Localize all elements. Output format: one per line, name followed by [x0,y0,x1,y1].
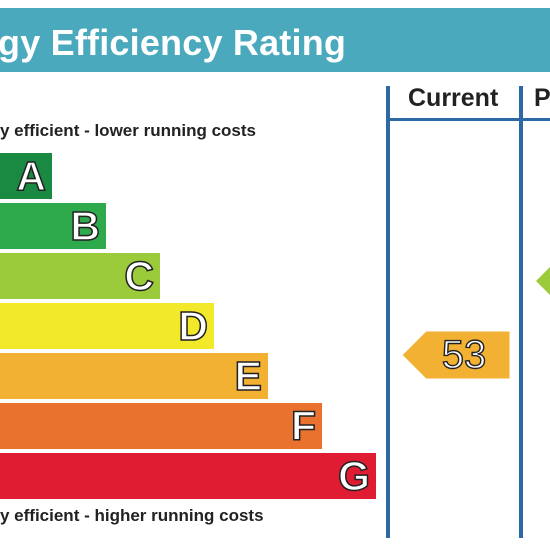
current-column-left-rule [386,86,390,538]
band-a: A [0,153,52,199]
band-letter-a: A [16,153,47,199]
band-letter-g: G [337,453,370,499]
potential-rating-arrow [536,258,550,304]
current-column-right-rule [519,86,523,538]
chart-title: gy Efficiency Rating [0,22,347,63]
band-d: D [0,303,214,349]
band-letter-c: C [124,253,155,299]
caption-bottom: y efficient - higher running costs [0,506,264,525]
current-rating-arrow: 53 [401,330,511,380]
band-f: F [0,403,322,449]
band-e: E [0,353,268,399]
title-bar: gy Efficiency Rating [0,8,550,72]
band-letter-f: F [290,403,317,449]
header-divider [386,118,550,121]
potential-column-header: P [534,84,550,112]
band-letter-e: E [234,353,263,399]
current-rating-value: 53 [441,332,487,377]
current-column-header: Current [408,84,499,112]
potential-rating-arrow-shape [536,267,550,295]
band-c: C [0,253,160,299]
band-g: G [0,453,376,499]
band-letter-b: B [70,203,101,249]
band-letter-d: D [178,303,209,349]
band-b: B [0,203,106,249]
caption-top: y efficient - lower running costs [0,121,256,140]
